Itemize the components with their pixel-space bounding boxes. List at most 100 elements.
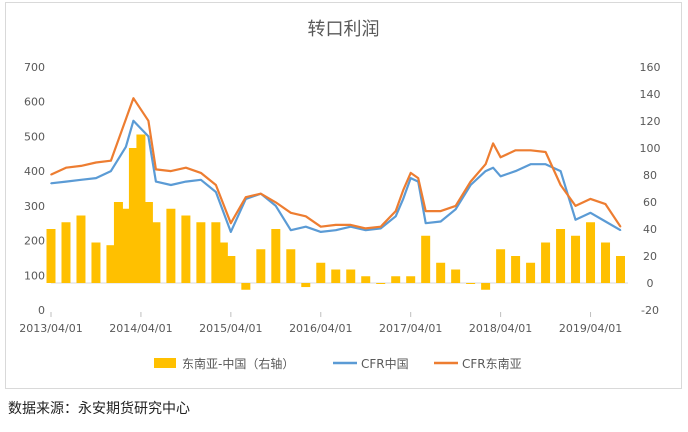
series-point: [200, 172, 202, 174]
legend-label: 东南亚-中国（右轴）: [182, 356, 294, 371]
series-point: [334, 229, 337, 231]
area-bar-spread: [61, 222, 71, 283]
series-point: [147, 135, 150, 138]
area-bar-spread: [121, 208, 131, 283]
series-point: [402, 189, 404, 192]
chart-frame: 转口利润 0 100 200 300 400 500 600 700 -20 0 20 40 60 80 1…: [5, 2, 682, 389]
series-point: [155, 168, 157, 171]
series-point: [245, 196, 247, 198]
series-point: [574, 205, 577, 207]
area-bar-spread: [526, 262, 536, 283]
left-axis-tick-label: 400: [24, 165, 45, 178]
series-point: [402, 198, 404, 200]
x-axis-tick-label: 2018/04/01: [469, 322, 532, 335]
area-bar-spread: [511, 256, 521, 283]
series-point: [409, 177, 412, 179]
x-axis-tick-label: 2013/04/01: [19, 322, 82, 335]
area-bar-spread: [91, 242, 101, 283]
series-point: [334, 224, 337, 226]
area-bar-spread: [143, 202, 153, 283]
series-point: [230, 222, 232, 225]
series-point: [65, 180, 67, 183]
series-point: [275, 205, 277, 207]
series-point: [125, 146, 127, 148]
right-axis-tick-label: 160: [640, 61, 661, 74]
area-bar-spread: [406, 276, 416, 283]
area-bar-spread: [181, 215, 191, 283]
series-point: [364, 227, 367, 230]
series-point: [349, 224, 352, 226]
right-axis-tick-label: 0: [647, 277, 654, 290]
right-axis-tick-label: 100: [640, 142, 661, 155]
series-point: [110, 170, 112, 172]
series-point: [125, 118, 127, 120]
series-point: [319, 225, 322, 228]
right-axis-tick-label: 60: [643, 196, 657, 209]
series-point: [319, 231, 322, 233]
series-point: [492, 166, 494, 169]
area-bar-spread: [166, 208, 176, 283]
area-bar-spread: [226, 256, 236, 283]
series-point: [544, 163, 547, 165]
series-point: [589, 212, 592, 214]
area-bar-spread: [586, 222, 596, 283]
area-bar-spread: [331, 269, 341, 283]
series-point: [200, 179, 202, 181]
area-bar-spread: [466, 283, 476, 284]
series-point: [439, 210, 442, 212]
x-axis-tick-label: 2017/04/01: [379, 322, 442, 335]
area-bar-spread: [76, 215, 86, 283]
series-point: [604, 203, 607, 205]
series-point: [514, 170, 517, 172]
series-point: [147, 120, 150, 122]
left-axis-tick-label: 300: [24, 200, 45, 213]
series-point: [379, 225, 382, 228]
series-point: [454, 208, 457, 211]
legend-label: CFR东南亚: [462, 356, 522, 371]
area-bar-spread: [256, 249, 266, 283]
series-point: [484, 170, 487, 172]
area-bar-spread: [241, 283, 251, 290]
series-point: [275, 201, 277, 204]
series-point: [514, 149, 517, 152]
x-axis-tick-label: 2015/04/01: [199, 322, 262, 335]
series-point: [454, 205, 457, 207]
area-bar-spread: [218, 242, 228, 283]
area-bar-spread: [481, 283, 491, 290]
series-point: [529, 149, 532, 152]
series-point: [604, 220, 607, 223]
chart-svg: 0 100 200 300 400 500 600 700 -20 0 20 40 60 80 100 120…: [19, 61, 661, 371]
series-point: [559, 170, 562, 172]
area-bar-spread: [541, 242, 551, 283]
x-axis-tick-label: 2014/04/01: [109, 322, 172, 335]
area-bar-spread: [421, 235, 431, 283]
series-point: [304, 225, 307, 228]
series-point: [439, 220, 442, 223]
legend-swatch-area: [154, 358, 176, 368]
left-axis-tick-label: 0: [38, 304, 45, 317]
series-point: [394, 210, 397, 212]
series-point: [80, 165, 82, 167]
area-bar-spread: [286, 249, 296, 283]
series-point: [304, 215, 307, 218]
series-point: [65, 166, 67, 169]
left-axis-tick-label: 700: [24, 61, 45, 74]
area-bar-spread: [196, 222, 206, 283]
series-point: [499, 175, 502, 178]
series-point: [499, 156, 502, 159]
x-axis-tick-label: 2019/04/01: [559, 322, 622, 335]
chart-title: 转口利润: [307, 19, 380, 40]
area-bar-spread: [391, 276, 401, 283]
series-point: [50, 182, 52, 185]
series-point: [110, 159, 112, 162]
series-point: [95, 177, 97, 179]
series-point: [132, 97, 135, 100]
series-point: [215, 184, 217, 186]
area-bar-spread: [361, 276, 371, 283]
area-bar-spread: [616, 256, 626, 283]
right-axis-tick-label: 120: [640, 115, 661, 128]
area-bar-spread: [151, 222, 161, 283]
right-axis-tick-label: 80: [643, 169, 657, 182]
area-bar-spread: [271, 229, 281, 283]
area-bar-spread: [556, 229, 566, 283]
